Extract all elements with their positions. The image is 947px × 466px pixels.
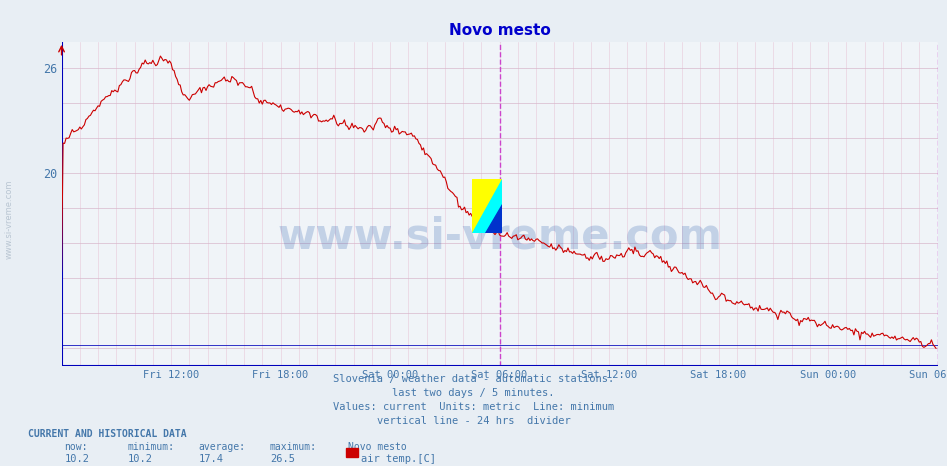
Text: vertical line - 24 hrs  divider: vertical line - 24 hrs divider bbox=[377, 416, 570, 425]
Text: www.si-vreme.com: www.si-vreme.com bbox=[5, 179, 14, 259]
Text: 17.4: 17.4 bbox=[199, 454, 223, 464]
Polygon shape bbox=[472, 179, 502, 233]
Text: www.si-vreme.com: www.si-vreme.com bbox=[277, 215, 722, 257]
Text: Novo mesto: Novo mesto bbox=[348, 442, 407, 452]
Text: average:: average: bbox=[199, 442, 246, 452]
Text: 10.2: 10.2 bbox=[64, 454, 89, 464]
Text: now:: now: bbox=[64, 442, 88, 452]
Text: Values: current  Units: metric  Line: minimum: Values: current Units: metric Line: mini… bbox=[333, 402, 614, 411]
Polygon shape bbox=[472, 179, 502, 233]
Polygon shape bbox=[485, 204, 502, 233]
Text: CURRENT AND HISTORICAL DATA: CURRENT AND HISTORICAL DATA bbox=[28, 429, 188, 439]
Text: air temp.[C]: air temp.[C] bbox=[361, 454, 436, 464]
Text: 26.5: 26.5 bbox=[270, 454, 295, 464]
Text: 10.2: 10.2 bbox=[128, 454, 152, 464]
Text: minimum:: minimum: bbox=[128, 442, 175, 452]
Text: Slovenia / weather data - automatic stations.: Slovenia / weather data - automatic stat… bbox=[333, 374, 614, 384]
Text: maximum:: maximum: bbox=[270, 442, 317, 452]
Text: last two days / 5 minutes.: last two days / 5 minutes. bbox=[392, 388, 555, 397]
Title: Novo mesto: Novo mesto bbox=[449, 23, 550, 38]
